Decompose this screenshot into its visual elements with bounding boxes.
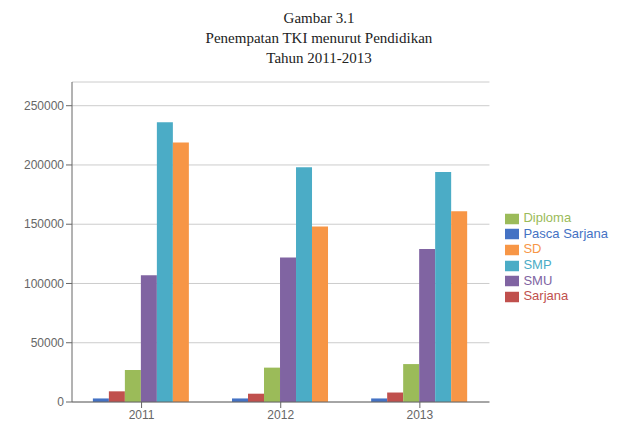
svg-text:250000: 250000 <box>24 99 64 113</box>
html-text:Pasca Sarjana: Pasca Sarjana <box>523 225 608 241</box>
svg-text:2013: 2013 <box>407 408 434 422</box>
svg-text:150000: 150000 <box>24 217 64 231</box>
html-text:Sarjana: Sarjana <box>523 288 569 304</box>
html-text:SMU: SMU <box>523 272 553 288</box>
html-text:Diploma: Diploma <box>523 210 572 226</box>
html-text:Tahun 2011-2013: Tahun 2011-2013 <box>266 50 372 66</box>
svg-text:2012: 2012 <box>267 408 294 422</box>
html-text:SD: SD <box>523 241 542 257</box>
svg-text:2011: 2011 <box>129 408 155 422</box>
html-text:SMP: SMP <box>523 257 552 272</box>
html-text:Penempatan TKI menurut Pendidi: Penempatan TKI menurut Pendidikan <box>205 30 433 46</box>
svg-text:0: 0 <box>57 395 64 409</box>
svg-text:100000: 100000 <box>24 277 64 291</box>
svg-text:200000: 200000 <box>24 158 64 172</box>
svg-text:50000: 50000 <box>31 336 65 350</box>
html-text:Gambar 3.1: Gambar 3.1 <box>283 10 355 26</box>
